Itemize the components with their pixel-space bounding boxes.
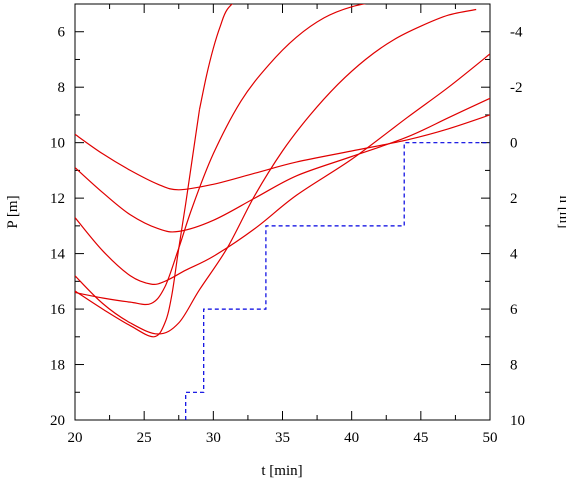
- y-right-tick-label: 6: [510, 302, 518, 318]
- series-layer: [75, 4, 490, 420]
- plot-frame: [74, 3, 491, 421]
- pressure-series-line-7: [198, 4, 233, 110]
- y-right-tick-label: -2: [510, 80, 523, 96]
- x-tick-label: 40: [344, 430, 359, 446]
- left-axis-label: P [m]: [5, 195, 21, 228]
- y-right-tick-label: 2: [510, 191, 518, 207]
- x-tick-label: 35: [275, 430, 290, 446]
- y-left-tick-label: 8: [58, 80, 66, 96]
- x-tick-label: 50: [483, 430, 498, 446]
- y-left-tick-label: 14: [50, 247, 66, 263]
- pressure-series-line-4: [75, 4, 367, 306]
- x-tick-label: 20: [68, 430, 83, 446]
- x-tick-label: 25: [137, 430, 152, 446]
- left-axis-ticks: 6 8 10 12 14 16 18 20: [50, 3, 84, 429]
- y-left-tick-label: 18: [50, 358, 65, 374]
- x-axis-label: t [min]: [261, 463, 302, 479]
- y-left-tick-label: 6: [58, 25, 66, 41]
- y-right-tick-label: 8: [510, 358, 518, 374]
- y-right-tick-label: 0: [510, 136, 518, 152]
- y-left-tick-label: 20: [50, 413, 65, 429]
- y-right-tick-label: 4: [510, 247, 518, 263]
- pressure-series-line-3: [75, 53, 490, 285]
- y-right-tick-label: -4: [510, 25, 523, 41]
- bottom-axis-ticks: 20 25 30 35 40 45 50: [68, 4, 498, 446]
- right-axis-label: h [m]: [556, 196, 566, 229]
- pressure-series-line-5: [75, 8, 477, 335]
- head-series-line: [185, 142, 490, 420]
- pressure-series-line-6: [75, 109, 201, 338]
- y-left-tick-label: 10: [50, 136, 65, 152]
- y-right-tick-label: 10: [510, 413, 525, 429]
- x-tick-label: 30: [206, 430, 221, 446]
- x-tick-label: 45: [413, 430, 428, 446]
- pressure-series-line-1: [75, 114, 490, 191]
- right-axis-ticks: -4 -2 0 2 4 6 8 10: [481, 3, 525, 429]
- pressure-series-line-2: [75, 97, 490, 233]
- y-left-tick-label: 12: [50, 191, 65, 207]
- y-left-tick-label: 16: [50, 302, 66, 318]
